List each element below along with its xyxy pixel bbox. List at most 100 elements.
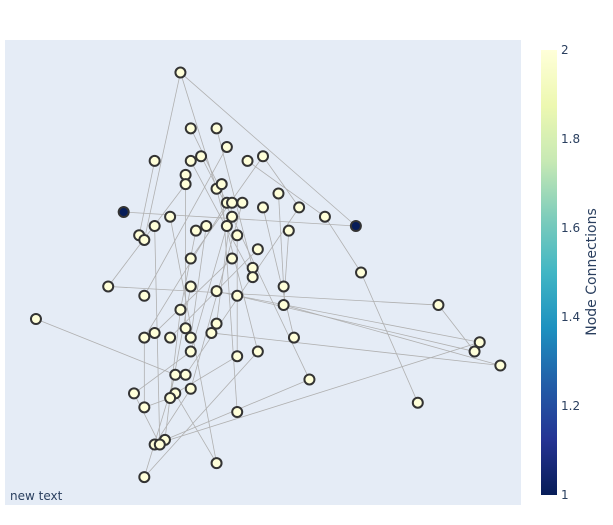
edge-line	[216, 290, 475, 352]
node-point[interactable]	[200, 220, 213, 232]
node-point[interactable]	[184, 122, 197, 135]
node-point[interactable]	[179, 368, 192, 381]
node-point[interactable]	[184, 382, 197, 395]
edge-line	[190, 225, 228, 352]
node-point[interactable]	[29, 313, 42, 325]
node-point[interactable]	[138, 331, 151, 344]
colorbar-title: Node Connections	[584, 208, 600, 336]
node-point[interactable]	[215, 178, 228, 191]
node-point[interactable]	[117, 206, 130, 219]
node-point[interactable]	[277, 280, 290, 293]
edge-line	[143, 202, 228, 338]
node-point[interactable]	[251, 345, 264, 358]
node-point[interactable]	[220, 220, 233, 232]
node-point[interactable]	[411, 396, 424, 409]
node-point[interactable]	[241, 154, 254, 167]
node-point[interactable]	[210, 317, 223, 330]
edge-line	[185, 207, 300, 376]
node-point[interactable]	[226, 210, 239, 223]
node-point[interactable]	[164, 210, 177, 223]
node-point[interactable]	[179, 322, 192, 335]
node-point[interactable]	[473, 336, 486, 349]
node-point[interactable]	[174, 303, 187, 316]
node-point[interactable]	[226, 196, 239, 209]
node-point[interactable]	[231, 350, 244, 363]
node-point[interactable]	[138, 233, 151, 246]
node-layer	[29, 66, 507, 484]
node-point[interactable]	[226, 252, 239, 265]
edge-line	[154, 341, 480, 445]
node-point[interactable]	[432, 299, 445, 312]
node-point[interactable]	[189, 224, 202, 237]
node-point[interactable]	[164, 392, 177, 405]
node-point[interactable]	[236, 196, 249, 209]
node-point[interactable]	[231, 289, 244, 302]
plot-background	[5, 40, 521, 505]
node-point[interactable]	[195, 150, 208, 163]
node-point[interactable]	[184, 280, 197, 293]
node-point[interactable]	[246, 271, 259, 284]
edge-line	[154, 388, 192, 445]
node-point[interactable]	[184, 331, 197, 344]
node-point[interactable]	[148, 154, 161, 167]
edge-line	[211, 332, 501, 366]
node-point[interactable]	[138, 471, 151, 484]
node-point[interactable]	[205, 326, 218, 339]
node-point[interactable]	[174, 66, 187, 79]
edge-line	[283, 230, 290, 306]
edge-line	[133, 393, 161, 445]
node-point[interactable]	[349, 220, 362, 232]
node-point[interactable]	[220, 140, 233, 153]
colorbar-tick-label: 1.4	[561, 310, 580, 324]
edge-line	[138, 160, 156, 236]
node-point[interactable]	[355, 266, 368, 279]
node-point[interactable]	[494, 359, 507, 372]
edge-line	[35, 318, 176, 376]
edge-line	[133, 351, 191, 394]
edge-layer	[35, 72, 501, 478]
node-point[interactable]	[164, 331, 177, 344]
edge-line	[123, 211, 356, 227]
node-point[interactable]	[231, 229, 244, 242]
node-point[interactable]	[468, 345, 481, 358]
node-point[interactable]	[148, 326, 161, 339]
node-point[interactable]	[184, 252, 197, 265]
edge-line	[237, 295, 480, 343]
edge-line	[360, 272, 419, 403]
node-point[interactable]	[293, 201, 306, 214]
node-point[interactable]	[138, 401, 151, 414]
node-point[interactable]	[184, 154, 197, 167]
edge-line	[143, 72, 181, 241]
node-point[interactable]	[153, 438, 166, 451]
node-point[interactable]	[251, 243, 264, 256]
edge-line	[190, 160, 254, 278]
node-point[interactable]	[184, 345, 197, 358]
node-point[interactable]	[169, 368, 182, 381]
node-point[interactable]	[287, 331, 300, 344]
node-point[interactable]	[138, 289, 151, 302]
colorbar-tick-label: 1	[561, 488, 569, 502]
edge-line	[262, 156, 300, 208]
colorbar-tick-label: 1.6	[561, 221, 580, 235]
node-point[interactable]	[282, 224, 295, 237]
node-point[interactable]	[210, 457, 223, 470]
node-point[interactable]	[303, 373, 316, 386]
edge-line	[283, 304, 501, 366]
node-point[interactable]	[257, 201, 269, 214]
annotation-text: new text	[10, 489, 63, 503]
edge-line	[174, 393, 217, 464]
node-point[interactable]	[210, 122, 223, 135]
node-point[interactable]	[318, 210, 331, 223]
node-point[interactable]	[210, 285, 223, 298]
node-point[interactable]	[257, 150, 269, 163]
node-point[interactable]	[102, 280, 115, 293]
node-point[interactable]	[277, 299, 290, 312]
node-point[interactable]	[128, 387, 140, 400]
node-point[interactable]	[148, 220, 161, 232]
node-point[interactable]	[179, 178, 192, 191]
edge-line	[324, 216, 362, 273]
node-point[interactable]	[272, 187, 285, 200]
colorbar-ticks: 1 1.2 1.4 1.6 1.8 2	[561, 43, 580, 502]
node-point[interactable]	[231, 406, 244, 418]
